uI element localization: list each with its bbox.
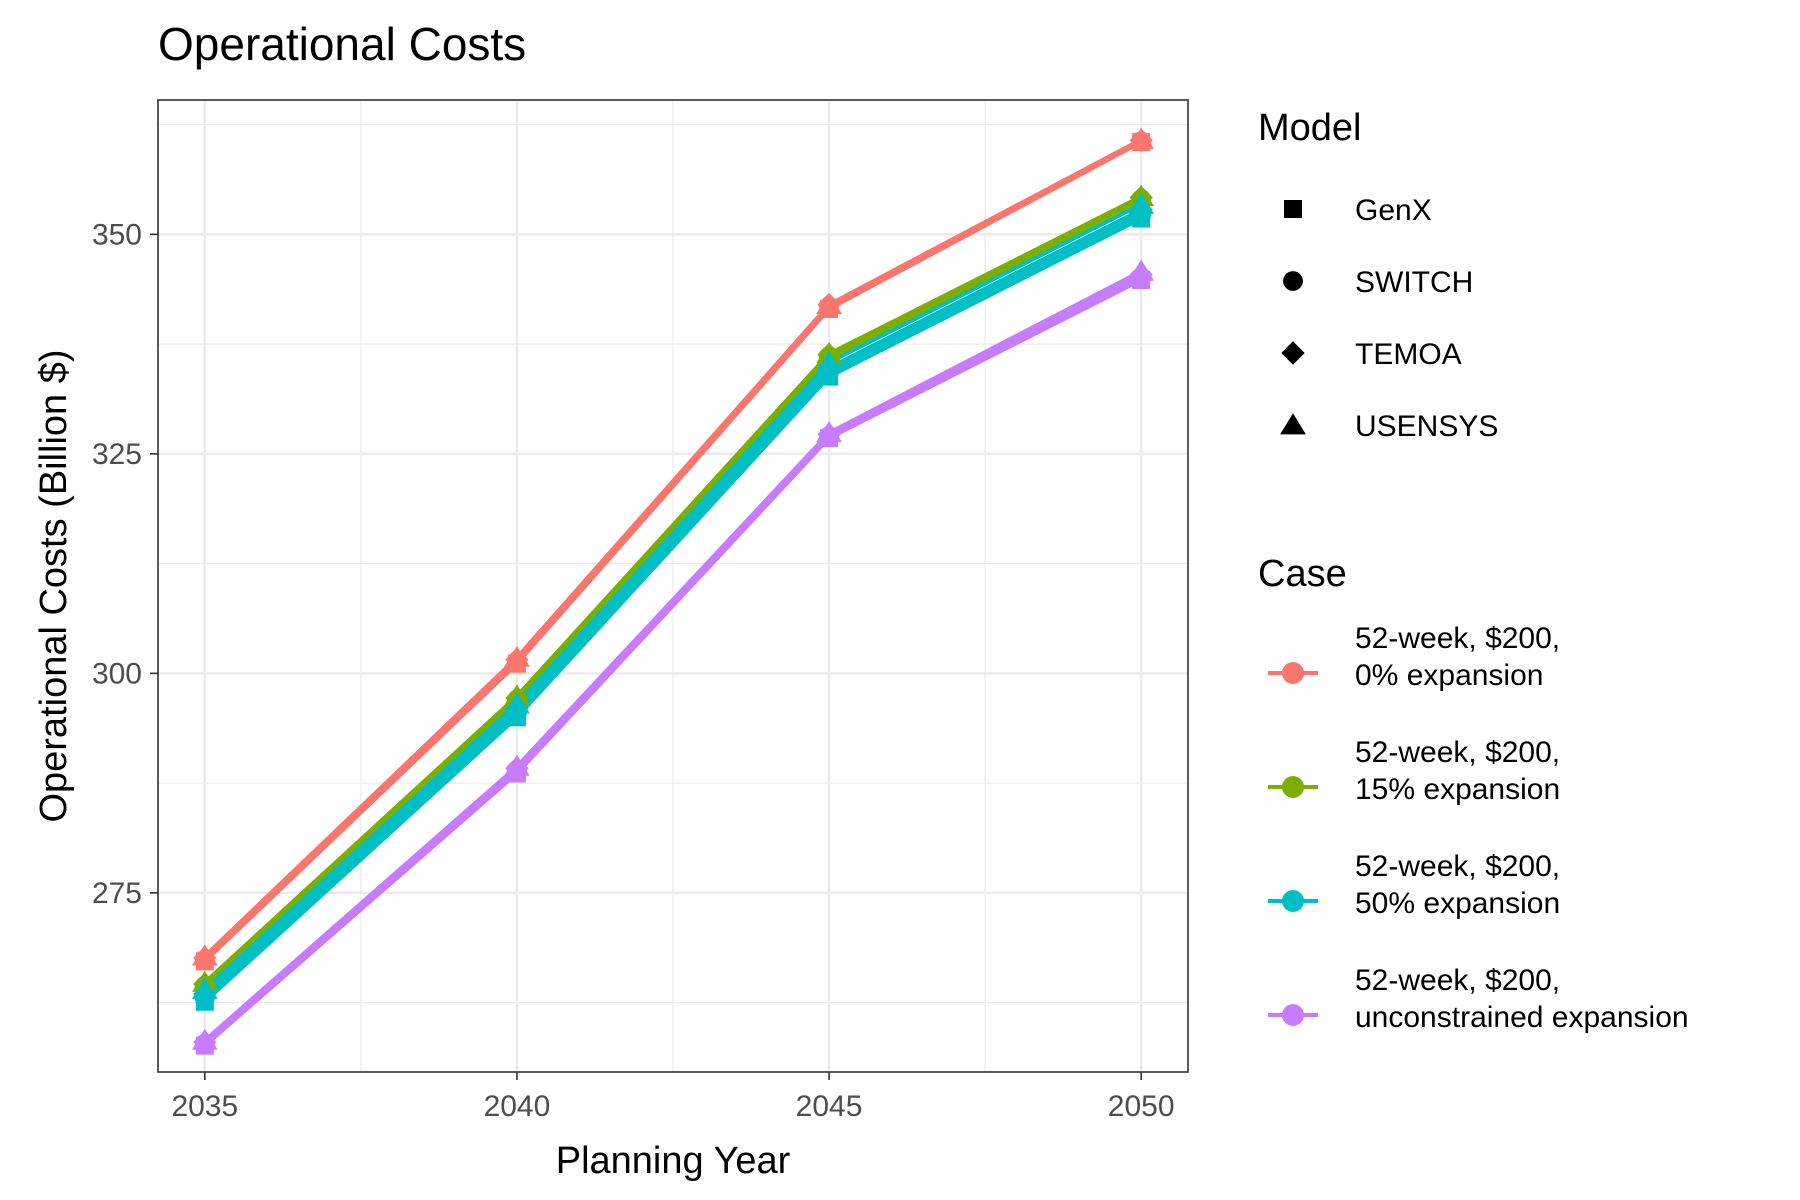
legend-model-label: TEMOA: [1355, 338, 1462, 371]
series-line: [203, 137, 1143, 958]
legend-case-key-point: [1282, 662, 1304, 684]
legend-case-label: 52-week, $200,: [1355, 964, 1560, 997]
legend-case: Case 52-week, $200, 0% expansion 52-week, …: [1258, 553, 1689, 1034]
data-point: [816, 350, 842, 372]
legend-case-key-point: [1282, 776, 1304, 798]
data-point: [191, 1028, 218, 1050]
x-tick-label: 2035: [171, 1090, 238, 1123]
series-points: [191, 127, 1155, 1055]
grid-lines: [158, 100, 1188, 1072]
data-point: [1128, 192, 1155, 214]
chart-title: Operational Costs: [158, 18, 526, 70]
y-axis-label: Operational Costs (Billion $): [33, 349, 75, 822]
y-tick-label: 350: [92, 218, 142, 251]
x-axis-label: Planning Year: [556, 1140, 791, 1182]
legend-model-key: [1280, 413, 1306, 435]
legend-model-key: [1284, 200, 1302, 218]
series-line: [203, 216, 1143, 1004]
legend-case-label: unconstrained expansion: [1355, 1001, 1689, 1034]
legend-model-label: GenX: [1355, 194, 1432, 227]
legend-case-key-point: [1282, 1004, 1304, 1026]
axes: 2035 2040 2045 2050 275 300 325 350: [92, 218, 1175, 1123]
y-tick-label: 325: [92, 438, 142, 471]
data-point: [504, 754, 530, 776]
legend-case-key-point: [1282, 890, 1304, 912]
data-point: [816, 292, 842, 314]
series-lines: [203, 137, 1143, 1048]
data-point: [191, 977, 218, 999]
data-point: [1128, 259, 1155, 281]
legend-case-label: 52-week, $200,: [1355, 622, 1560, 655]
plot-border: [157, 99, 1189, 1073]
legend-case-label: 52-week, $200,: [1355, 850, 1560, 883]
x-tick-label: 2050: [1108, 1090, 1175, 1123]
legend-model: Model GenX SWITCH TEMOA USENSYS: [1258, 107, 1498, 443]
legend-model-label: SWITCH: [1355, 266, 1473, 299]
legend-case-title: Case: [1258, 553, 1347, 595]
data-point: [504, 692, 530, 714]
series-line: [203, 207, 1143, 996]
data-point: [1128, 127, 1155, 149]
series-line: [203, 269, 1143, 1042]
series-line: [203, 212, 1143, 1000]
y-tick-label: 275: [92, 877, 142, 910]
legend-case-label: 0% expansion: [1355, 659, 1543, 692]
data-point: [191, 944, 218, 966]
data-point: [504, 645, 530, 667]
x-tick-label: 2040: [484, 1090, 551, 1123]
legend-model-label: USENSYS: [1355, 410, 1498, 443]
x-tick-label: 2045: [796, 1090, 863, 1123]
legend-case-label: 15% expansion: [1355, 773, 1560, 806]
series-line: [203, 202, 1143, 991]
series-line: [203, 194, 1143, 984]
data-point: [816, 421, 842, 443]
legend-model-title: Model: [1258, 107, 1362, 149]
y-tick-label: 300: [92, 657, 142, 690]
legend-case-label: 50% expansion: [1355, 887, 1560, 920]
legend-model-key: [1283, 271, 1303, 291]
legend-model-key: [1281, 341, 1305, 365]
legend-case-label: 52-week, $200,: [1355, 736, 1560, 769]
